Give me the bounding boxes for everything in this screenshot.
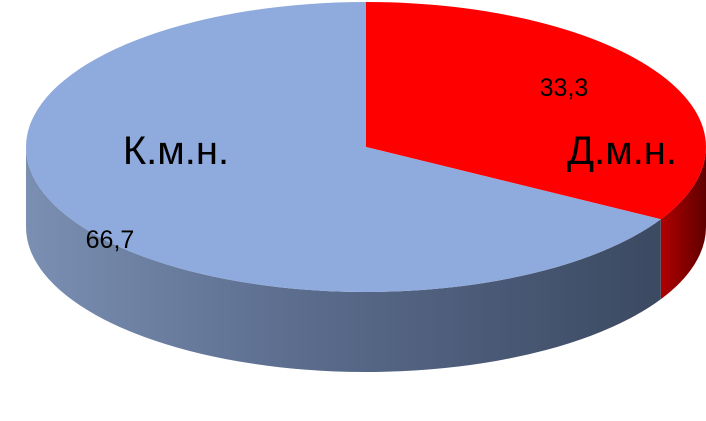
slice-value-label-dmn: 33,3	[540, 74, 589, 102]
slice-value-label-kmn: 66,7	[86, 226, 135, 254]
pie-side-kmn	[26, 147, 661, 373]
pie-top-face	[25, 2, 706, 292]
slice-category-label-kmn: К.м.н.	[123, 129, 229, 173]
pie-side-wall	[26, 147, 706, 373]
pie-side-dmn	[660, 147, 706, 300]
pie-slice-dmn	[366, 2, 706, 220]
pie-slice-kmn	[25, 2, 661, 292]
slice-category-label-dmn: Д.м.н.	[567, 129, 677, 173]
